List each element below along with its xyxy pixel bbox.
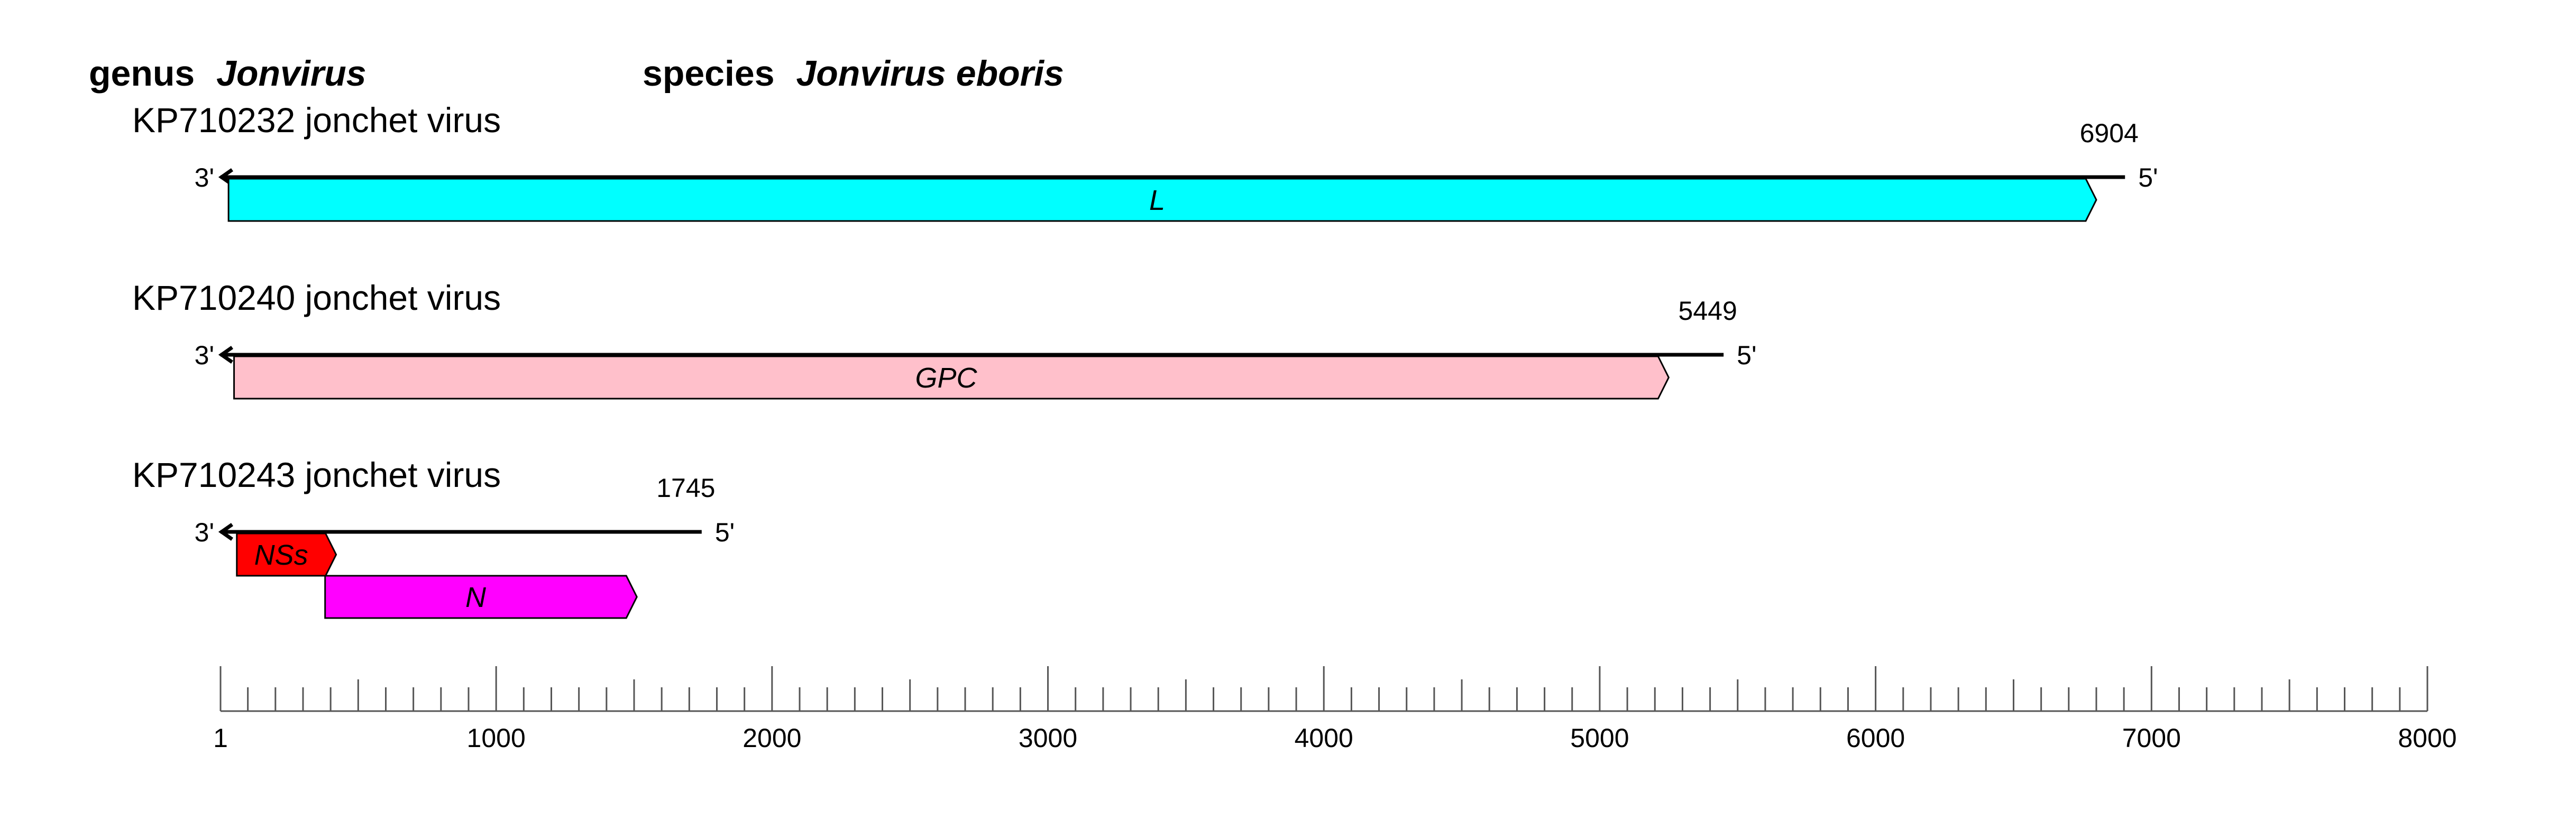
segment-title: KP710243 jonchet virus [132,455,501,494]
scale-tick-label: 5000 [1570,723,1629,753]
scale-tick-label: 2000 [742,723,801,753]
gene-n: N [324,575,638,619]
gene-arrow [324,575,638,619]
species-name: Jonvirus eboris [796,53,1064,94]
segment-1: KP710232 jonchet virus 6904 3' 5' L [132,100,2158,222]
genus-name: Jonvirus [216,53,366,94]
gene-arrow [227,178,2097,222]
five-prime-label: 5' [715,518,735,547]
gene-label: GPC [915,362,977,394]
segment-2: KP710240 jonchet virus 5449 3' 5' GPC [132,278,1757,400]
arrow-head-icon [218,523,234,541]
three-prime-label: 3' [195,340,214,370]
scale-tick-label: 4000 [1295,723,1353,753]
genus-prefix: genus [89,53,195,94]
gene-label: L [1149,185,1165,216]
species-prefix: species [643,53,775,94]
svg-text:genus Jonvirus: genus Jonvirus [89,53,366,94]
scale-tick-label: 1 [213,723,228,753]
scale-tick-label: 1000 [467,723,526,753]
segment-length-label: 5449 [1679,296,1737,326]
gene-arrow [233,355,1670,400]
three-prime-label: 3' [195,518,214,547]
scale-bar: 1 1000 2000 3000 4000 5000 6000 7000 8000 [213,666,2457,753]
gene-label: NSs [254,539,308,571]
segment-title: KP710240 jonchet virus [132,278,501,317]
segment-length-label: 6904 [2080,118,2139,148]
gene-label: N [465,582,487,613]
segment-title: KP710232 jonchet virus [132,100,501,140]
gene-l: L [227,178,2097,222]
five-prime-label: 5' [1737,340,1756,370]
gene-gpc: GPC [233,355,1670,400]
five-prime-label: 5' [2138,163,2158,192]
svg-text:species Jonvirus eboris: species Jonvirus eboris [643,53,1064,94]
segment-3: KP710243 jonchet virus 1745 3' 5' NSs N [132,455,735,619]
scale-tick-label: 8000 [2398,723,2456,753]
gene-nss: NSs [236,532,337,577]
scale-tick-label: 7000 [2122,723,2181,753]
scale-tick-label: 6000 [1846,723,1905,753]
arrow-head-icon [218,346,234,364]
header: genus Jonvirus species Jonvirus eboris [89,53,1064,94]
segment-length-label: 1745 [656,473,715,503]
gene-arrow [236,532,337,577]
segments: KP710232 jonchet virus 6904 3' 5' L KP710240 … [132,100,2158,619]
three-prime-label: 3' [195,163,214,192]
scale-tick-label: 3000 [1019,723,1077,753]
